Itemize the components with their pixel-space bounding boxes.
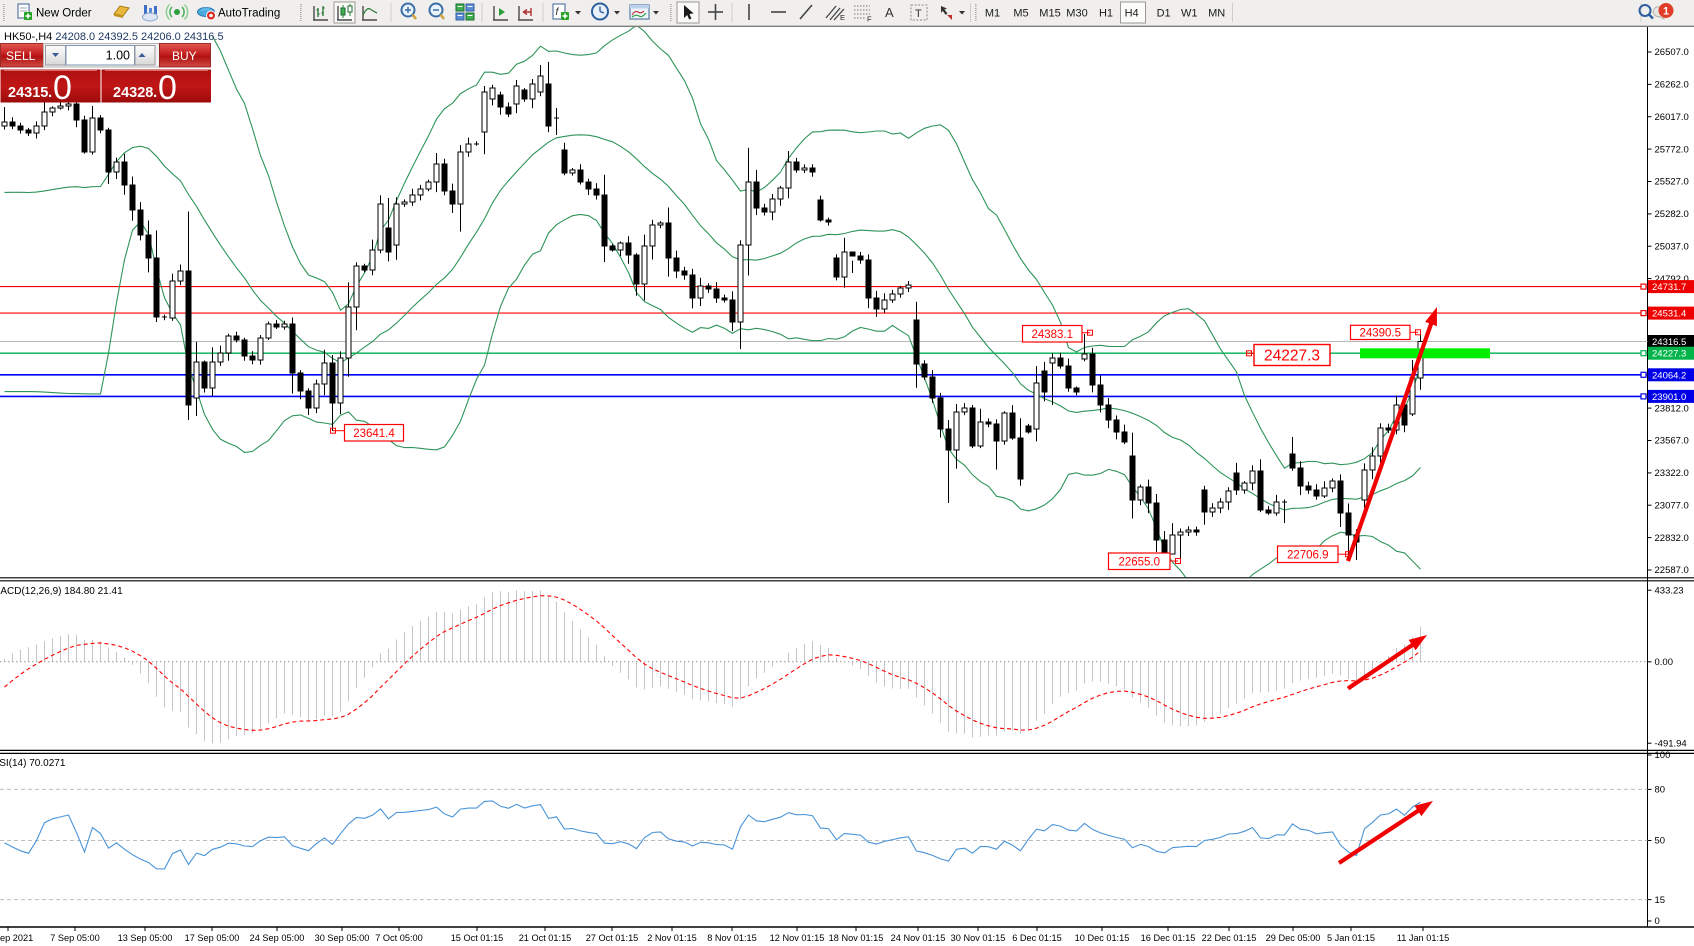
svg-text:T: T [915, 8, 922, 20]
svg-text:26017.0: 26017.0 [1655, 112, 1689, 123]
svg-text:24315: 24315 [8, 85, 48, 101]
svg-text:M15: M15 [1039, 8, 1060, 20]
svg-text:433.23: 433.23 [1655, 585, 1684, 596]
svg-text:22587.0: 22587.0 [1655, 565, 1689, 576]
svg-text:25282.0: 25282.0 [1655, 209, 1689, 220]
svg-text:f: f [556, 7, 560, 18]
svg-text:5 Jan 01:15: 5 Jan 01:15 [1327, 933, 1375, 943]
svg-text:7 Sep 05:00: 7 Sep 05:00 [50, 933, 100, 943]
svg-text:24792.0: 24792.0 [1655, 274, 1689, 285]
svg-text:HK50-,H4 24208.0 24392.5 2420: HK50-,H4 24208.0 24392.5 24206.0 24316.5 [4, 31, 224, 43]
svg-text:24328: 24328 [113, 85, 153, 101]
svg-text:24064.2: 24064.2 [1652, 370, 1686, 381]
svg-text:8 Nov 01:15: 8 Nov 01:15 [707, 933, 757, 943]
svg-text:16 Dec 01:15: 16 Dec 01:15 [1141, 933, 1196, 943]
svg-text:24731.7: 24731.7 [1652, 282, 1686, 293]
svg-text:23077.0: 23077.0 [1655, 500, 1689, 511]
svg-text:24316.5: 24316.5 [1652, 337, 1686, 348]
svg-text:23567.0: 23567.0 [1655, 436, 1689, 447]
svg-text:6 Dec 01:15: 6 Dec 01:15 [1012, 933, 1062, 943]
svg-text:24 Sep 05:00: 24 Sep 05:00 [250, 933, 305, 943]
svg-text:24227.3: 24227.3 [1264, 348, 1320, 365]
svg-text:27 Oct 01:15: 27 Oct 01:15 [586, 933, 639, 943]
svg-text:100: 100 [1655, 750, 1671, 761]
svg-text:New Order: New Order [36, 8, 92, 20]
svg-text:22832.0: 22832.0 [1655, 533, 1689, 544]
svg-text:17 Sep 05:00: 17 Sep 05:00 [185, 933, 240, 943]
svg-text:A: A [885, 5, 894, 20]
svg-text:11 Jan 01:15: 11 Jan 01:15 [1397, 933, 1449, 943]
svg-text:21 Oct 01:15: 21 Oct 01:15 [519, 933, 572, 943]
svg-text:25037.0: 25037.0 [1655, 241, 1689, 252]
svg-text:M30: M30 [1066, 8, 1087, 20]
svg-text:24227.3: 24227.3 [1652, 349, 1686, 360]
svg-text:ep 2021: ep 2021 [0, 933, 33, 943]
svg-text:24 Nov 01:15: 24 Nov 01:15 [891, 933, 946, 943]
svg-text:22 Dec 01:15: 22 Dec 01:15 [1202, 933, 1257, 943]
svg-text:22706.9: 22706.9 [1287, 549, 1329, 561]
svg-text:MN: MN [1208, 8, 1225, 20]
svg-text:BUY: BUY [172, 49, 197, 63]
svg-text:-491.94: -491.94 [1655, 738, 1687, 749]
svg-text:80: 80 [1655, 785, 1666, 796]
svg-text:H1: H1 [1099, 8, 1113, 20]
svg-text:30 Sep 05:00: 30 Sep 05:00 [315, 933, 370, 943]
svg-text:23812.0: 23812.0 [1655, 403, 1689, 414]
svg-text:18 Nov 01:15: 18 Nov 01:15 [829, 933, 884, 943]
svg-text:50: 50 [1655, 836, 1666, 847]
svg-text:1: 1 [1663, 6, 1669, 18]
svg-text:0.00: 0.00 [1655, 657, 1674, 668]
svg-text:W1: W1 [1181, 8, 1198, 20]
svg-text:13 Sep 05:00: 13 Sep 05:00 [118, 933, 173, 943]
svg-text:23641.4: 23641.4 [353, 428, 395, 440]
svg-text:25527.0: 25527.0 [1655, 177, 1689, 188]
svg-text:E: E [840, 13, 845, 22]
svg-text:23322.0: 23322.0 [1655, 468, 1689, 479]
svg-text:30 Nov 01:15: 30 Nov 01:15 [951, 933, 1006, 943]
svg-text:15 Oct 01:15: 15 Oct 01:15 [451, 933, 504, 943]
svg-text:24383.1: 24383.1 [1031, 329, 1073, 341]
svg-text:26262.0: 26262.0 [1655, 80, 1689, 91]
svg-text:26507.0: 26507.0 [1655, 47, 1689, 58]
svg-text:29 Dec 05:00: 29 Dec 05:00 [1266, 933, 1321, 943]
svg-text:12 Nov 01:15: 12 Nov 01:15 [770, 933, 825, 943]
svg-text:23901.0: 23901.0 [1652, 392, 1686, 403]
svg-text:F: F [867, 15, 872, 24]
svg-text:0: 0 [158, 69, 177, 107]
svg-text:2 Nov 01:15: 2 Nov 01:15 [647, 933, 697, 943]
svg-text:RSI(14) 70.0271: RSI(14) 70.0271 [0, 758, 66, 769]
svg-text:7 Oct 05:00: 7 Oct 05:00 [375, 933, 423, 943]
svg-text:0: 0 [1655, 916, 1660, 927]
svg-text:.: . [153, 84, 157, 101]
svg-text:22655.0: 22655.0 [1118, 556, 1160, 568]
svg-text:1.00: 1.00 [106, 49, 130, 63]
svg-text:SELL: SELL [6, 49, 36, 63]
svg-text:25772.0: 25772.0 [1655, 144, 1689, 155]
svg-text:M1: M1 [985, 8, 1000, 20]
svg-text:D1: D1 [1157, 8, 1171, 20]
svg-text:24531.4: 24531.4 [1652, 309, 1686, 320]
svg-text:15: 15 [1655, 895, 1666, 906]
svg-text:M5: M5 [1013, 8, 1028, 20]
svg-text:24390.5: 24390.5 [1359, 328, 1401, 340]
svg-text:.: . [48, 84, 52, 101]
svg-text:10 Dec 01:15: 10 Dec 01:15 [1075, 933, 1130, 943]
svg-text:0: 0 [53, 69, 72, 107]
svg-text:MACD(12,26,9) 184.80 21.41: MACD(12,26,9) 184.80 21.41 [0, 586, 123, 597]
svg-text:H4: H4 [1125, 8, 1139, 20]
svg-text:AutoTrading: AutoTrading [218, 8, 280, 20]
